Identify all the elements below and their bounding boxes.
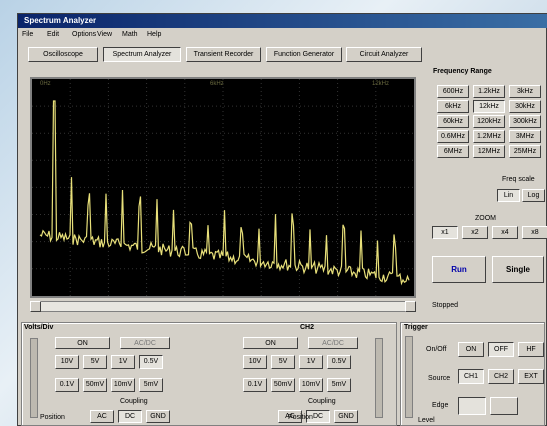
slider[interactable] [405, 336, 413, 418]
volts-button[interactable]: 0.5V [139, 355, 163, 369]
label: Level [418, 417, 435, 424]
menu-item[interactable]: Math [122, 31, 138, 38]
screen-label: 0Hz [40, 81, 51, 87]
on-button[interactable]: ON [243, 337, 298, 349]
scroll-right[interactable] [405, 301, 416, 312]
tab[interactable]: Transient Recorder [186, 47, 261, 62]
volts-button[interactable]: 0.5V [327, 355, 351, 369]
freq-button[interactable]: 1.2MHz [473, 130, 505, 143]
volts-button[interactable]: 10V [243, 355, 267, 369]
tab[interactable]: Spectrum Analyzer [103, 47, 181, 62]
scrollbar[interactable] [30, 301, 416, 312]
label: ZOOM [475, 215, 496, 222]
label: Source [428, 375, 451, 382]
label: Coupling [120, 398, 148, 405]
tab[interactable]: Circuit Analyzer [346, 47, 422, 62]
menu-item[interactable]: Edit [47, 31, 60, 38]
acdc-button[interactable]: AC/DC [308, 337, 358, 349]
freq-button[interactable]: 12kHz [473, 100, 505, 113]
volts-button[interactable]: 10V [55, 355, 79, 369]
coupling-button[interactable]: DC [118, 410, 142, 423]
label: On/Off [426, 346, 447, 353]
coupling-button[interactable]: AC [278, 410, 302, 423]
tab[interactable]: Function Generator [266, 47, 342, 62]
label: Position [40, 414, 65, 421]
screen-label: 12kHz [372, 81, 390, 87]
volts-button[interactable]: 5mV [327, 378, 351, 392]
volts-button[interactable]: 50mV [83, 378, 107, 392]
freq-button[interactable]: 600Hz [437, 85, 469, 98]
label: Freq scale [502, 176, 535, 183]
zoom-button[interactable]: x8 [522, 226, 547, 239]
source-button[interactable]: CH2 [488, 369, 514, 384]
label: Position [288, 414, 313, 421]
menu-item[interactable]: View [97, 31, 113, 38]
channel-title: Volts/Div [24, 324, 54, 331]
on-button[interactable]: ON [55, 337, 110, 349]
freq-button[interactable]: 120kHz [473, 115, 505, 128]
menu-item[interactable]: File [22, 31, 34, 38]
label: Edge [432, 402, 449, 409]
coupling-button[interactable]: AC [90, 410, 114, 423]
volts-button[interactable]: 5V [271, 355, 295, 369]
menu-item[interactable]: Options [72, 31, 97, 38]
title-bar [18, 14, 547, 28]
freq-button[interactable]: 3kHz [509, 85, 541, 98]
freq-button[interactable]: 6kHz [437, 100, 469, 113]
grid [32, 79, 414, 296]
freq-button[interactable]: 300kHz [509, 115, 541, 128]
volts-button[interactable]: 0.1V [55, 378, 79, 392]
freq-button[interactable]: 6MHz [437, 145, 469, 158]
volts-button[interactable]: 0.1V [243, 378, 267, 392]
spectrum-trace [39, 100, 410, 286]
screen [30, 77, 416, 298]
volts-button[interactable]: 10mV [111, 378, 135, 392]
window-title: Spectrum Analyzer [24, 16, 97, 25]
zoom-button[interactable]: x1 [432, 226, 458, 239]
volts-button[interactable]: 50mV [271, 378, 295, 392]
label: Coupling [308, 398, 336, 405]
freq-button[interactable]: 3MHz [509, 130, 541, 143]
volts-button[interactable]: 1V [111, 355, 135, 369]
menu-item[interactable]: Help [147, 31, 162, 38]
volts-button[interactable]: 5mV [139, 378, 163, 392]
freq-button[interactable]: 0.6MHz [437, 130, 469, 143]
screen-label: 6kHz [210, 81, 224, 87]
single-button[interactable]: Single [492, 256, 544, 283]
volts-button[interactable]: 10mV [299, 378, 323, 392]
trigger-title: Trigger [404, 324, 428, 331]
tab[interactable]: Oscilloscope [28, 47, 98, 62]
zoom-button[interactable]: x2 [462, 226, 488, 239]
scale-button[interactable]: Lin [497, 189, 520, 202]
onoff-button[interactable]: OFF [488, 342, 514, 357]
run-button[interactable]: Run [432, 256, 486, 283]
channel-title: CH2 [300, 324, 315, 331]
source-button[interactable]: EXT [518, 369, 544, 384]
slider[interactable] [375, 338, 383, 418]
onoff-button[interactable]: ON [458, 342, 484, 357]
coupling-button[interactable]: GND [146, 410, 170, 423]
source-button[interactable]: CH1 [458, 369, 484, 384]
coupling-button[interactable]: GND [334, 410, 358, 423]
onoff-button[interactable]: HF [518, 342, 544, 357]
scale-button[interactable]: Log [522, 189, 545, 202]
scroll-left[interactable] [30, 301, 41, 312]
volts-button[interactable]: 1V [299, 355, 323, 369]
freq-button[interactable]: 25MHz [509, 145, 541, 158]
coupling-button[interactable]: DC [306, 410, 330, 423]
freq-button[interactable]: 12MHz [473, 145, 505, 158]
freq-button[interactable]: 60kHz [437, 115, 469, 128]
trace-area [32, 79, 414, 296]
zoom-button[interactable]: x4 [492, 226, 518, 239]
volts-button[interactable]: 5V [83, 355, 107, 369]
section-title: Frequency Range [433, 68, 492, 75]
edge-fall[interactable] [490, 397, 518, 415]
freq-button[interactable]: 30kHz [509, 100, 541, 113]
acdc-button[interactable]: AC/DC [120, 337, 170, 349]
status: Stopped [432, 302, 459, 309]
slider[interactable] [30, 338, 38, 418]
edge-rise[interactable] [458, 397, 486, 415]
freq-button[interactable]: 1.2kHz [473, 85, 505, 98]
